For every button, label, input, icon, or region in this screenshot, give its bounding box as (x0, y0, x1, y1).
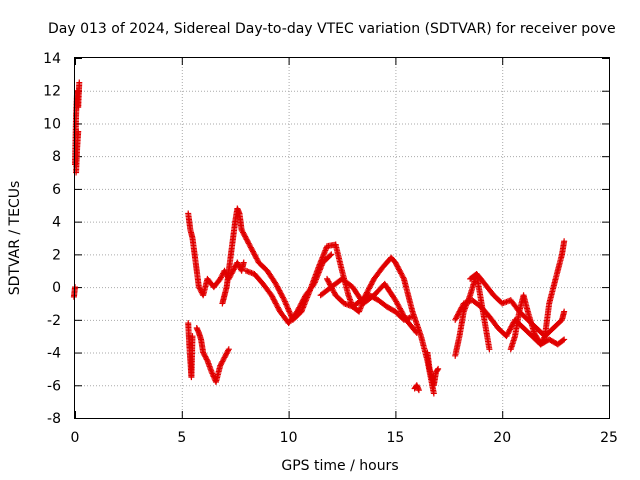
data-point (415, 387, 422, 394)
data-point (203, 356, 210, 363)
x-axis-label: GPS time / hours (281, 458, 398, 474)
y-tick-label: 12 (43, 84, 61, 100)
data-point (413, 329, 420, 336)
data-point (430, 390, 437, 397)
y-tick-label: 14 (43, 51, 61, 67)
chart-title: Day 013 of 2024, Sidereal Day-to-day VTE… (48, 21, 616, 37)
y-tick-label: 6 (52, 182, 61, 198)
data-point (412, 328, 419, 335)
y-tick-label: -8 (47, 411, 61, 427)
data-point (560, 337, 567, 344)
data-point (76, 79, 83, 86)
x-tick-label: 10 (280, 430, 298, 446)
grid (75, 58, 609, 418)
data-point (561, 238, 568, 245)
x-tick-label: 15 (386, 430, 404, 446)
x-tick-label: 25 (600, 430, 618, 446)
y-tick-label: 2 (52, 247, 61, 263)
data-point (189, 333, 196, 340)
y-tick-label: 8 (52, 149, 61, 165)
y-tick-label: -2 (47, 313, 61, 329)
data-point (541, 334, 548, 341)
y-tick-label: 0 (52, 280, 61, 296)
x-tick-label: 20 (493, 430, 511, 446)
data-point (240, 259, 247, 266)
data-point (225, 347, 232, 354)
data-point (328, 251, 335, 258)
x-tick-label: 5 (177, 430, 186, 446)
data-point (280, 295, 287, 302)
plot-frame (74, 57, 610, 419)
y-tick-label: 4 (52, 215, 61, 231)
data-point (561, 336, 568, 343)
ticks: 0 5 10 15 20 25 -8 -6 -4 -2 0 2 4 6 8 10 12 14 (43, 51, 618, 446)
data-point (486, 346, 493, 353)
data-point (434, 367, 441, 373)
data-point (225, 346, 232, 353)
x-tick-label: 0 (71, 430, 80, 446)
data-point (561, 308, 568, 315)
data-point (400, 274, 407, 281)
data-point (327, 252, 334, 259)
data-point (435, 365, 442, 372)
y-tick-label: -4 (47, 346, 61, 362)
data-point (75, 128, 82, 135)
y-axis-label: SDTVAR / TECUs (7, 181, 23, 296)
y-tick-label: 10 (43, 116, 61, 132)
y-tick-label: -6 (47, 378, 61, 394)
data-point (409, 313, 416, 320)
